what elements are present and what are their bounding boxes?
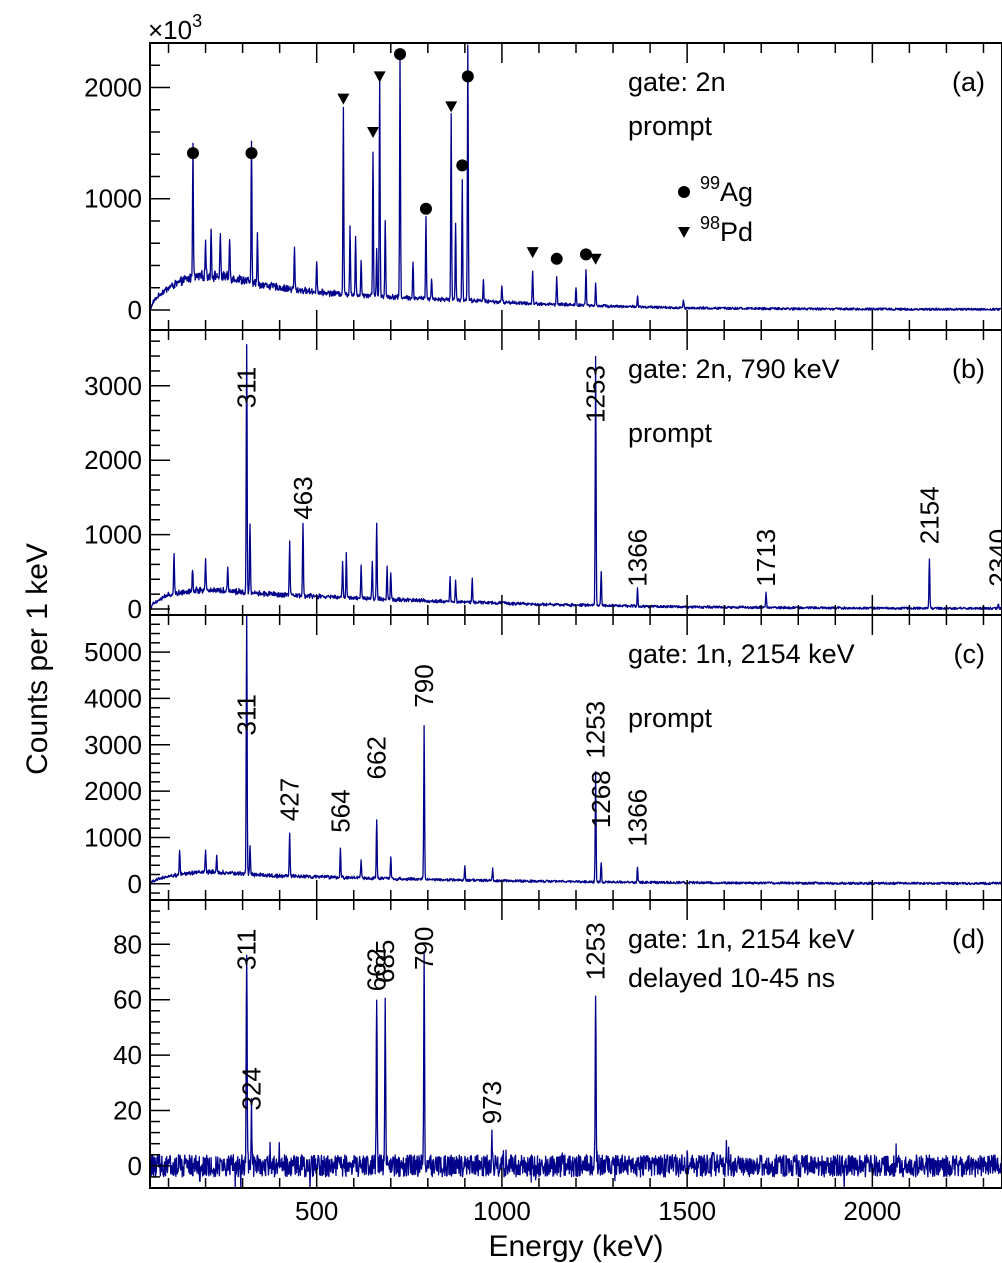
y-tick-label: 5000 [84,637,142,667]
y-tick-label: 40 [113,1040,142,1070]
spectrum-line-d [149,951,1002,1189]
ag99-marker [456,159,469,172]
ag99-marker [419,202,432,215]
peak-label: 1268 [586,770,616,828]
x-tick-label: 1500 [658,1196,716,1226]
x-tick-label: 500 [295,1196,338,1226]
y-tick-label: 4000 [84,683,142,713]
pd98-marker [367,126,380,138]
peak-label: 1366 [623,529,653,587]
ag99-marker [550,252,563,265]
x-tick-label: 2000 [843,1196,901,1226]
peak-label: 662 [362,948,392,991]
legend-triangle-icon [678,227,690,238]
legend-entry-0: 99Ag [700,173,753,207]
ag99-marker [461,70,474,83]
peak-label: 1253 [581,701,611,759]
ag99-marker [394,48,407,61]
gate-label-d: gate: 1n, 2154 keV [628,924,855,954]
y-tick-label: 20 [113,1095,142,1125]
y-multiplier-base: ×10 [148,15,192,45]
legend-circle-icon [678,186,690,198]
legend-element: Ag [720,177,753,207]
spectrum-line-b [149,343,1002,611]
y-multiplier: ×103 [148,11,202,45]
peak-label: 1713 [751,529,781,587]
y-tick-label: 2000 [84,776,142,806]
y-tick-label: 60 [113,985,142,1015]
spectrum-line-a [149,44,1002,312]
peak-label: 790 [409,664,439,707]
pd98-marker [337,93,350,105]
ag99-marker [580,248,593,261]
peak-label: 790 [409,927,439,970]
pd98-marker [373,71,386,83]
panel-label-c: (c) [954,639,985,669]
pd98-marker [526,247,539,259]
legend-mass-number: 99 [700,173,720,193]
peak-label: 311 [232,367,262,408]
gate-label-b: gate: 2n, 790 keV [628,354,840,384]
y-tick-label: 0 [128,1151,142,1181]
timing-label-c: prompt [628,703,713,733]
timing-label-a: prompt [628,111,713,141]
peak-label: 311 [232,694,262,735]
peak-label: 564 [325,789,355,832]
timing-label-d: delayed 10-45 ns [628,963,835,993]
y-tick-label: 2000 [84,445,142,475]
peak-label: 685 [370,940,400,983]
peak-label: 662 [362,736,392,779]
peak-label: 973 [477,1081,507,1124]
panel-label-d: (d) [952,924,985,954]
y-multiplier-exp: 3 [192,11,202,31]
peak-label: 1366 [623,789,653,847]
pd98-marker [589,253,602,265]
peak-label: 1253 [581,922,611,980]
legend-mass-number: 98 [700,213,720,233]
peak-label: 427 [275,778,305,821]
ag99-marker [186,147,199,160]
legend-element: Pd [720,217,753,247]
panel-d: 0 20 40 60 80 gate: 1n, 2154 keV (d) delayed 10… [113,899,1002,1226]
peak-label: 2154 [914,486,944,544]
y-tick-label: 3000 [84,730,142,760]
y-tick-label: 1000 [84,520,142,550]
spectrum-line-c [149,615,1002,886]
plot-frame-d [149,899,1002,1189]
peak-label: 324 [237,1067,267,1110]
plot-frame-c [149,614,1002,901]
pd98-marker [445,101,458,113]
panel-label-b: (b) [952,354,985,384]
y-tick-label: 80 [113,929,142,959]
plot-frame-b [149,329,1002,616]
gate-label-c: gate: 1n, 2154 keV [628,639,855,669]
y-tick-label: 1000 [84,184,142,214]
ag99-marker [245,147,258,160]
panel-b: 0 1000 2000 3000 gate: 2n, 790 keV (b) prompt 3… [84,329,1002,624]
gate-label-a: gate: 2n [628,67,726,97]
peak-label: 463 [288,476,318,519]
panel-label-a: (a) [952,67,985,97]
legend-entry-1: 98Pd [700,213,753,247]
peak-label: 2340 [983,529,1002,587]
y-axis-title: Counts per 1 keV [21,543,54,775]
y-tick-label: 0 [128,295,142,325]
peak-label: 1253 [581,365,611,423]
x-tick-label: 1000 [473,1196,531,1226]
y-tick-label: 1000 [84,822,142,852]
x-axis-title: Energy (keV) [488,1230,663,1263]
panel-c: 0 1000 2000 3000 4000 5000 gate: 1n, 2154 keV (… [84,614,1002,901]
peak-label: 311 [232,929,262,970]
y-tick-label: 3000 [84,371,142,401]
y-tick-label: 0 [128,594,142,624]
y-tick-label: 0 [128,869,142,899]
y-tick-label: 2000 [84,72,142,102]
timing-label-b: prompt [628,418,713,448]
